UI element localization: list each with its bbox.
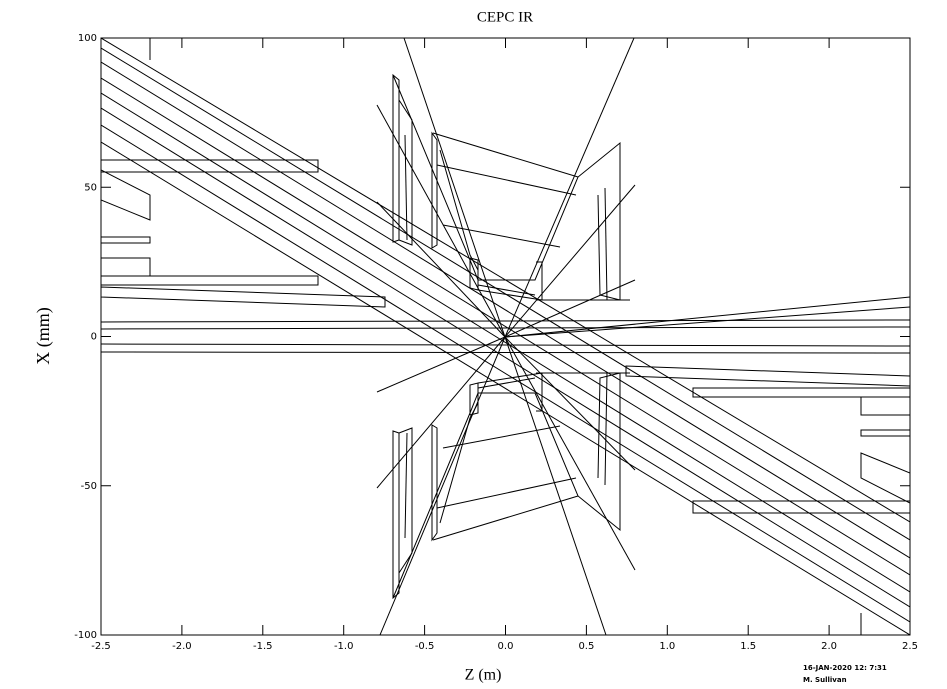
chart-title: CEPC IR — [477, 9, 533, 25]
y-tick-label: 0 — [91, 332, 97, 343]
x-tick-label: -2.5 — [91, 641, 111, 652]
x-tick-label: 0.0 — [498, 641, 514, 652]
annotation: M. Sullivan — [803, 676, 847, 684]
x-tick-label: -1.5 — [253, 641, 273, 652]
annotation: 16-JAN-2020 12: 7:31 — [803, 664, 887, 672]
x-tick-label: 0.5 — [578, 641, 594, 652]
x-tick-label: 1.0 — [659, 641, 675, 652]
x-tick-label: 2.0 — [821, 641, 837, 652]
y-tick-label: 100 — [78, 33, 97, 44]
x-tick-label: -1.0 — [334, 641, 354, 652]
y-tick-label: -100 — [74, 630, 97, 641]
x-tick-label: 1.5 — [740, 641, 756, 652]
x-tick-label: -0.5 — [415, 641, 435, 652]
x-tick-label: 2.5 — [902, 641, 918, 652]
detector — [393, 75, 630, 300]
x-tick-label: -2.0 — [172, 641, 192, 652]
x-axis-label: Z (m) — [465, 667, 502, 684]
side-magnets — [101, 38, 385, 307]
y-tick-label: 50 — [84, 182, 97, 193]
chart: CEPC IR Z (m) X (mm) 16-JAN-2020 12: 7:3… — [0, 0, 947, 689]
geometry — [101, 38, 910, 635]
y-axis-label: X (mm) — [33, 307, 54, 365]
y-tick-label: -50 — [81, 481, 97, 492]
fan-lines — [377, 38, 635, 635]
